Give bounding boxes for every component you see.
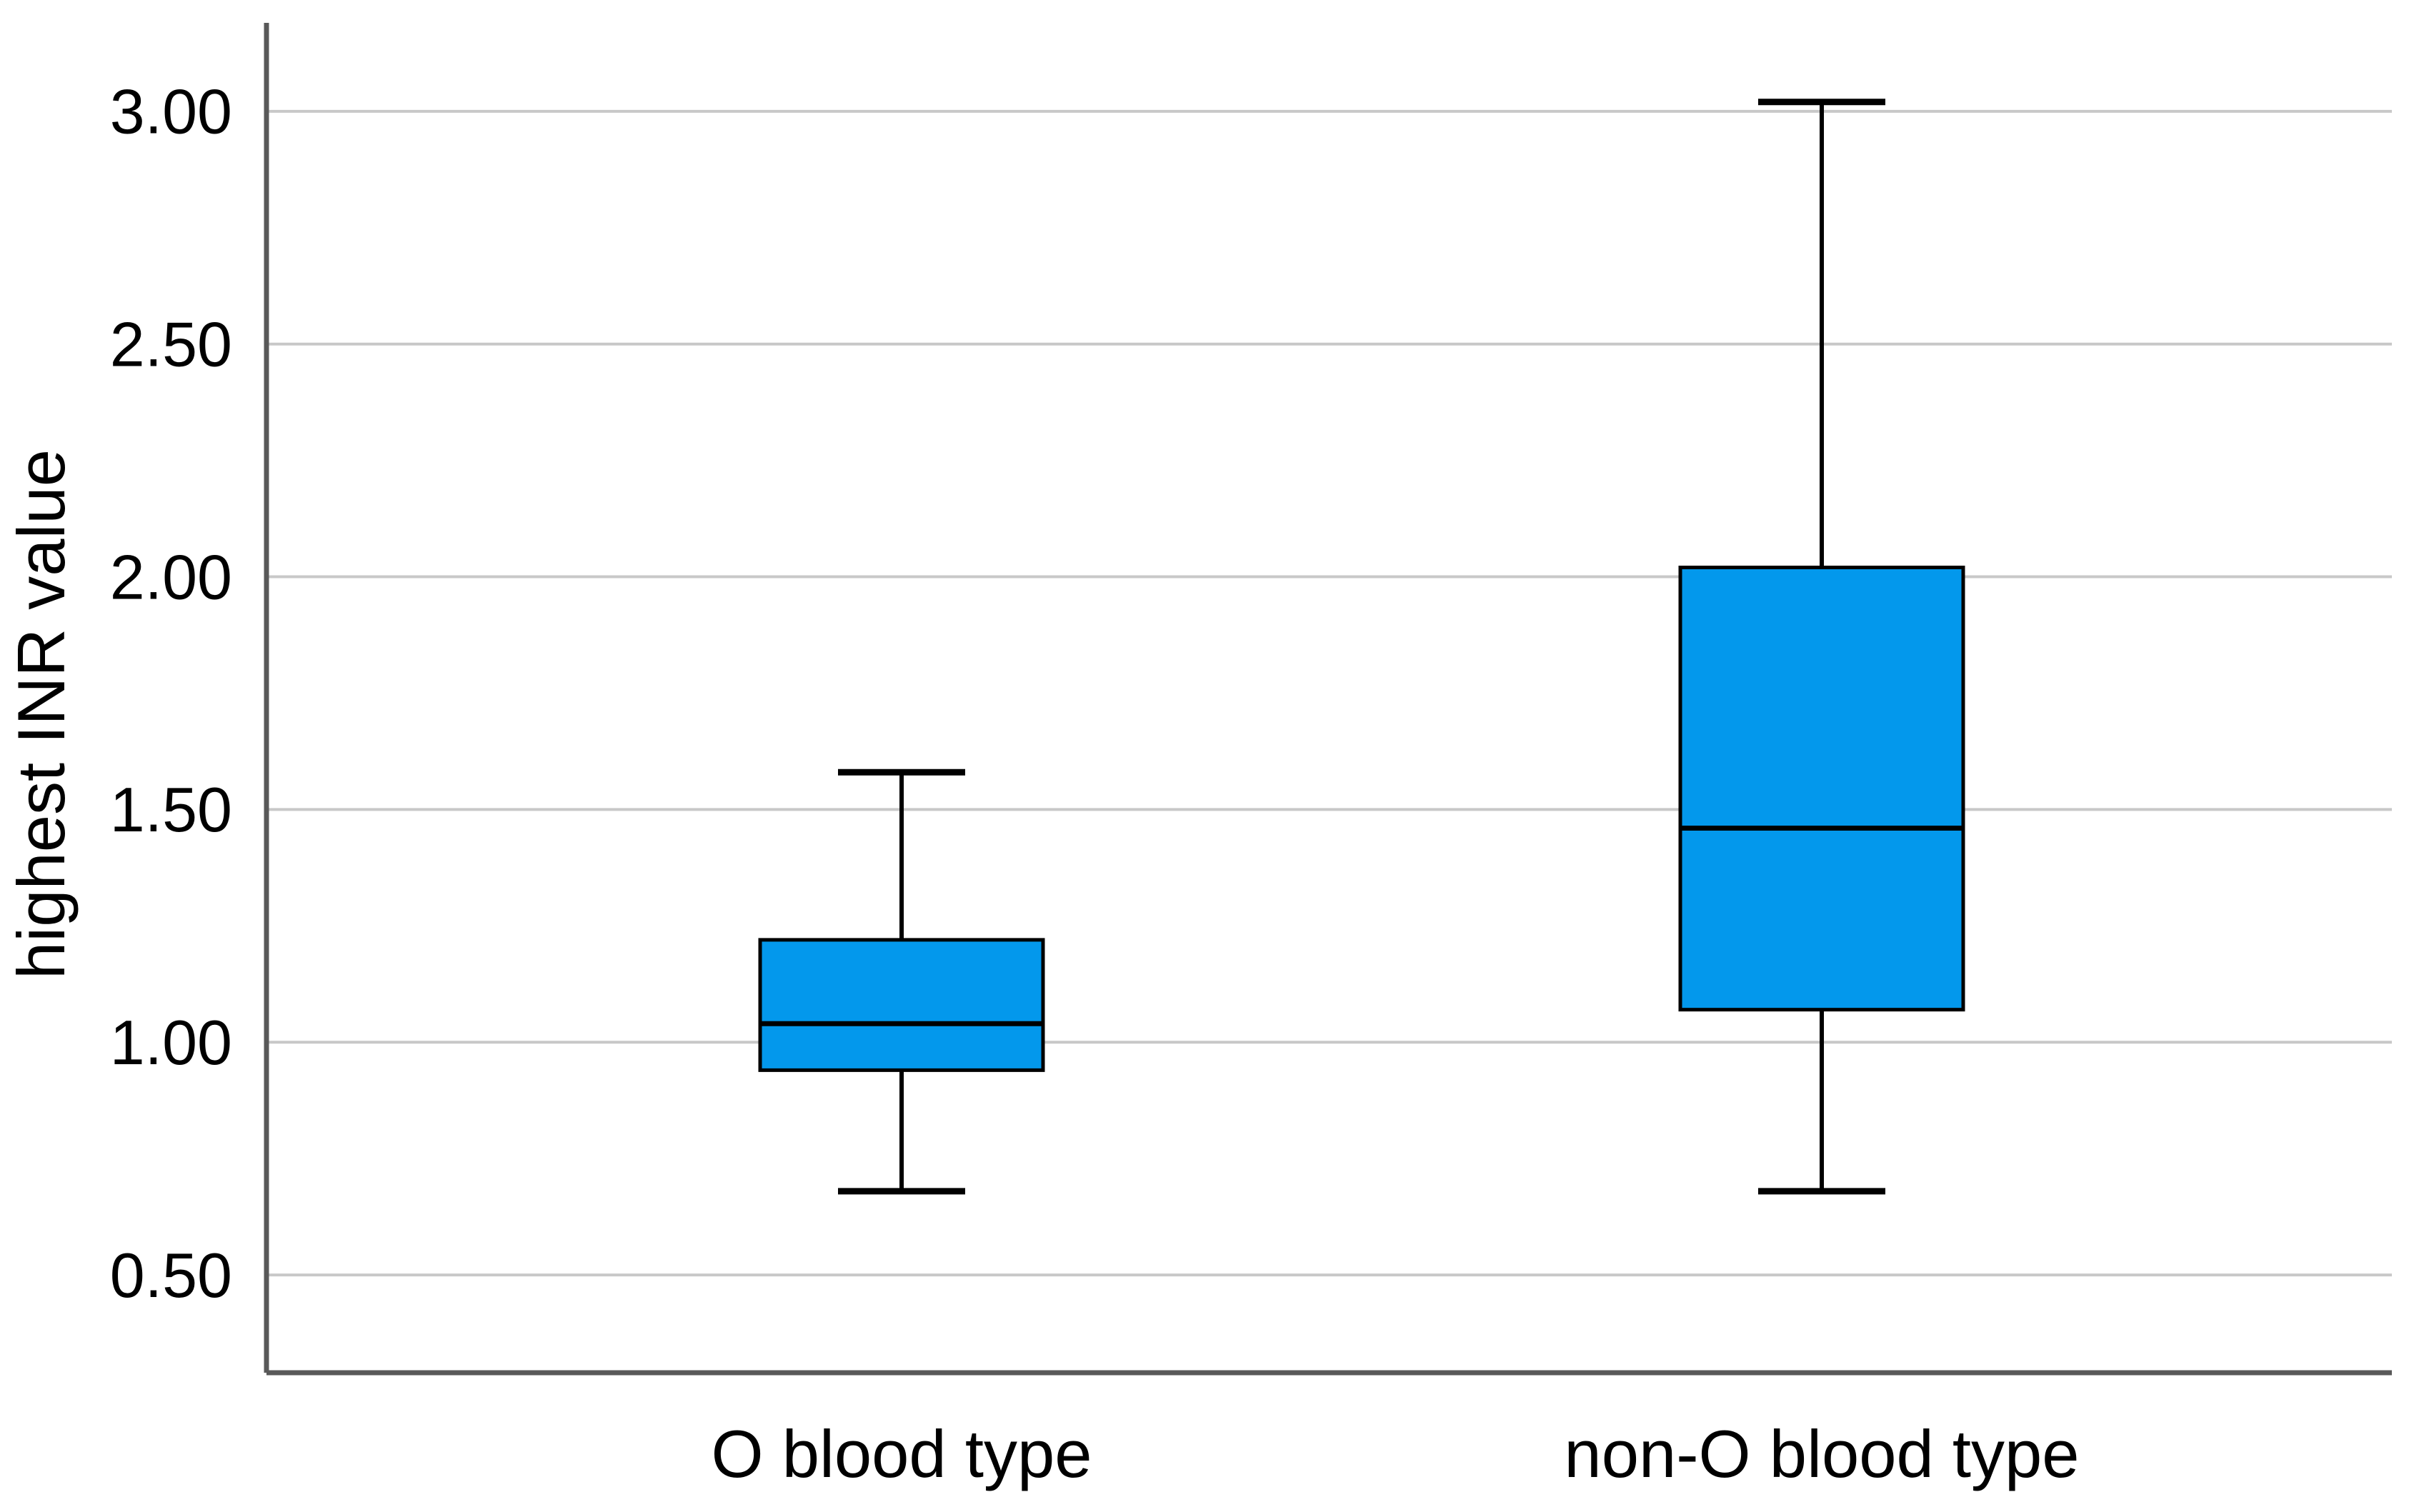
- y-tick-label: 3.00: [110, 76, 232, 147]
- iqr-box-non-o-blood-type: [1678, 566, 1965, 1012]
- y-tick-label: 1.50: [110, 774, 232, 845]
- y-tick-label: 2.00: [110, 541, 232, 612]
- y-tick-label: 2.50: [110, 309, 232, 379]
- iqr-box-o-blood-type: [758, 938, 1045, 1072]
- y-tick-label: 0.50: [110, 1240, 232, 1311]
- x-category-label: O blood type: [711, 1416, 1092, 1491]
- y-tick-label: 1.00: [110, 1007, 232, 1078]
- x-category-label: non-O blood type: [1564, 1416, 2079, 1491]
- y-axis-title: highest INR value: [4, 449, 79, 979]
